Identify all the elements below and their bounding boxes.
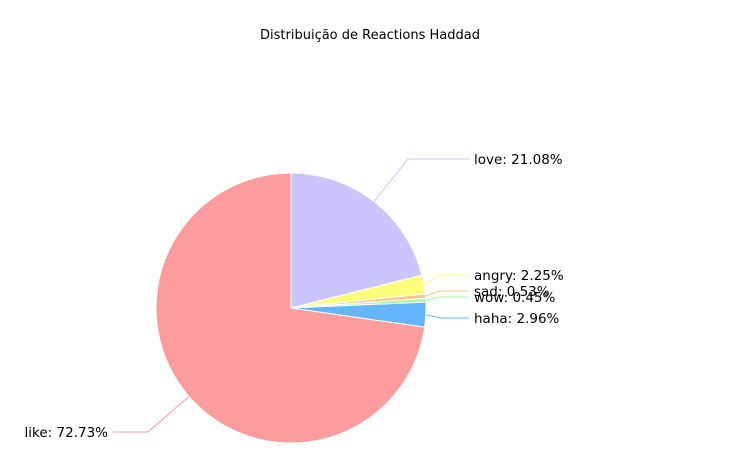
leader-line-love <box>373 158 469 202</box>
leader-line-sad <box>425 290 469 297</box>
leader-line-angry <box>423 274 469 285</box>
pie-slices <box>155 172 427 444</box>
slice-label-like: like: 72.73% <box>25 425 109 441</box>
slice-label-wow: wow: 0.45% <box>474 290 556 306</box>
slice-label-haha: haha: 2.96% <box>474 311 560 327</box>
leader-line-like <box>113 396 190 433</box>
leader-line-wow <box>425 296 469 301</box>
slice-label-love: love: 21.08% <box>474 152 563 168</box>
slice-labels: love: 21.08% angry: 2.25%sad: 0.53%wow: 0… <box>25 152 564 441</box>
label-leader-lines <box>113 158 469 433</box>
leader-line-haha <box>425 314 469 319</box>
chart-title: Distribuição de Reactions Haddad <box>260 28 480 43</box>
slice-label-sad: sad: 0.53% <box>474 284 550 300</box>
pie-slice-love <box>290 172 423 309</box>
slice-label-angry: angry: 2.25% <box>474 268 564 284</box>
